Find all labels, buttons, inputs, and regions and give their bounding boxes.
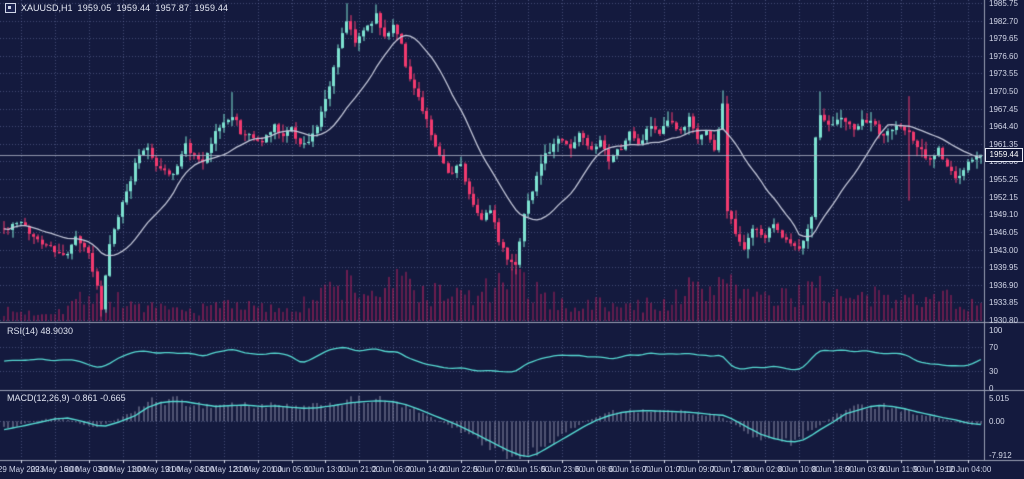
macd-axis-label: 0.00	[989, 417, 1005, 427]
price-axis-label: 1946.05	[989, 228, 1018, 238]
time-axis-label: 6 Jun 08:00	[575, 465, 617, 474]
price-axis-label: 1979.65	[989, 34, 1018, 44]
macd-values: -0.861 -0.665	[72, 393, 126, 403]
price-axis-label: 1970.50	[989, 86, 1018, 96]
time-axis-label: 9 Jun 11:00	[879, 465, 922, 474]
rsi-axis-label: 0	[989, 384, 994, 393]
price-axis-label: 1982.70	[989, 16, 1018, 26]
time-axis-label: 5 Jun 15:00	[507, 465, 550, 474]
symbol-timeframe-label: XAUUSD,H1	[21, 3, 73, 13]
macd-axis-label: -7.912	[989, 451, 1012, 460]
time-axis-label: 31 May 12:00	[199, 465, 249, 474]
time-axis-label: 8 Jun 02:00	[744, 465, 787, 474]
price-axis-label: 1961.35	[989, 139, 1018, 149]
rsi-indicator-label: RSI(14) 48.9030	[7, 326, 73, 336]
price-axis[interactable]: 1985.75 1982.70 1979.65 1976.60 1973.55 1970.…	[985, 0, 1024, 325]
macd-axis[interactable]: 5.015 0.00 -7.912	[985, 390, 1024, 460]
time-axis-label: 29 May 16:00	[30, 465, 80, 474]
ohlc-open: 1959.05	[77, 3, 112, 13]
price-axis-label: 1958.30	[989, 157, 1018, 167]
time-axis-label: 12 Jun 04:00	[945, 465, 992, 474]
time-axis-label: 2 Jun 06:00	[372, 465, 415, 474]
time-axis-label: 31 May 20:00	[233, 465, 283, 474]
chart-title: XAUUSD,H1 1959.05 1959.44 1957.87 1959.4…	[5, 3, 228, 13]
price-axis-label: 1949.10	[989, 210, 1018, 220]
time-axis-label: 1 Jun 13:00	[304, 465, 347, 474]
time-axis-label: 7 Jun 01:00	[642, 465, 685, 474]
price-axis-label: 1985.75	[989, 0, 1018, 8]
ohlc-low: 1957.87	[155, 3, 190, 13]
time-axis-label: 7 Jun 09:00	[676, 465, 719, 474]
rsi-axis[interactable]: 100 70 30 0	[985, 322, 1024, 393]
rsi-axis-label: 100	[989, 326, 1003, 335]
time-axis-label: 2 Jun 22:00	[439, 465, 482, 474]
rsi-axis-label: 70	[989, 343, 998, 353]
macd-name: MACD(12,26,9)	[7, 393, 70, 403]
macd-indicator-label: MACD(12,26,9) -0.861 -0.665	[7, 393, 126, 403]
time-axis-label: 2 Jun 14:00	[406, 465, 448, 474]
chart-window-icon	[5, 3, 16, 13]
time-axis-label: 8 Jun 10:00	[778, 465, 820, 474]
price-axis-label: 1930.80	[989, 316, 1018, 325]
current-price-value: 1959.44	[989, 149, 1019, 159]
time-axis-label: 8 Jun 18:00	[811, 465, 854, 474]
price-axis-label: 1939.95	[989, 263, 1018, 273]
rsi-axis-label: 30	[989, 366, 998, 376]
price-axis-label: 1952.15	[989, 192, 1018, 202]
time-axis-label: 9 Jun 19:00	[913, 465, 956, 474]
time-axis-label: 30 May 19:00	[132, 465, 181, 474]
price-axis-label: 1973.55	[989, 69, 1018, 79]
time-axis-label: 31 May 04:00	[165, 465, 215, 474]
time-axis-label: 5 Jun 07:00	[473, 465, 516, 474]
price-axis-label: 1955.25	[989, 174, 1018, 184]
price-axis-label: 1976.60	[989, 51, 1018, 61]
rsi-value: 48.9030	[40, 326, 74, 336]
current-price-tag: 1959.44	[985, 147, 1023, 162]
price-axis-label: 1936.90	[989, 280, 1018, 290]
time-axis-label: 5 Jun 23:00	[541, 465, 584, 474]
time-axis-label: 30 May 11:00	[98, 465, 147, 474]
rsi-name: RSI(14)	[7, 326, 39, 336]
time-axis-label: 1 Jun 21:00	[338, 465, 381, 474]
time-axis-label: 30 May 03:00	[64, 465, 113, 474]
time-axis-label: 9 Jun 03:00	[845, 465, 888, 474]
macd-axis-label: 5.015	[989, 394, 1010, 403]
price-axis-label: 1933.85	[989, 298, 1018, 308]
time-axis-label: 29 May 2023	[0, 465, 45, 474]
price-axis-label: 1967.45	[989, 104, 1018, 114]
time-axis[interactable]: 29 May 2023 29 May 16:00 30 May 03:00 30 Ma…	[0, 460, 1024, 479]
time-axis-label: 1 Jun 05:00	[270, 465, 313, 474]
ohlc-close: 1959.44	[194, 3, 229, 13]
price-axis-label: 1943.00	[989, 245, 1018, 255]
ohlc-high: 1959.44	[116, 3, 151, 13]
time-axis-label: 6 Jun 16:00	[609, 465, 651, 474]
price-axis-label: 1964.40	[989, 122, 1018, 132]
time-axis-label: 7 Jun 17:00	[710, 465, 753, 474]
